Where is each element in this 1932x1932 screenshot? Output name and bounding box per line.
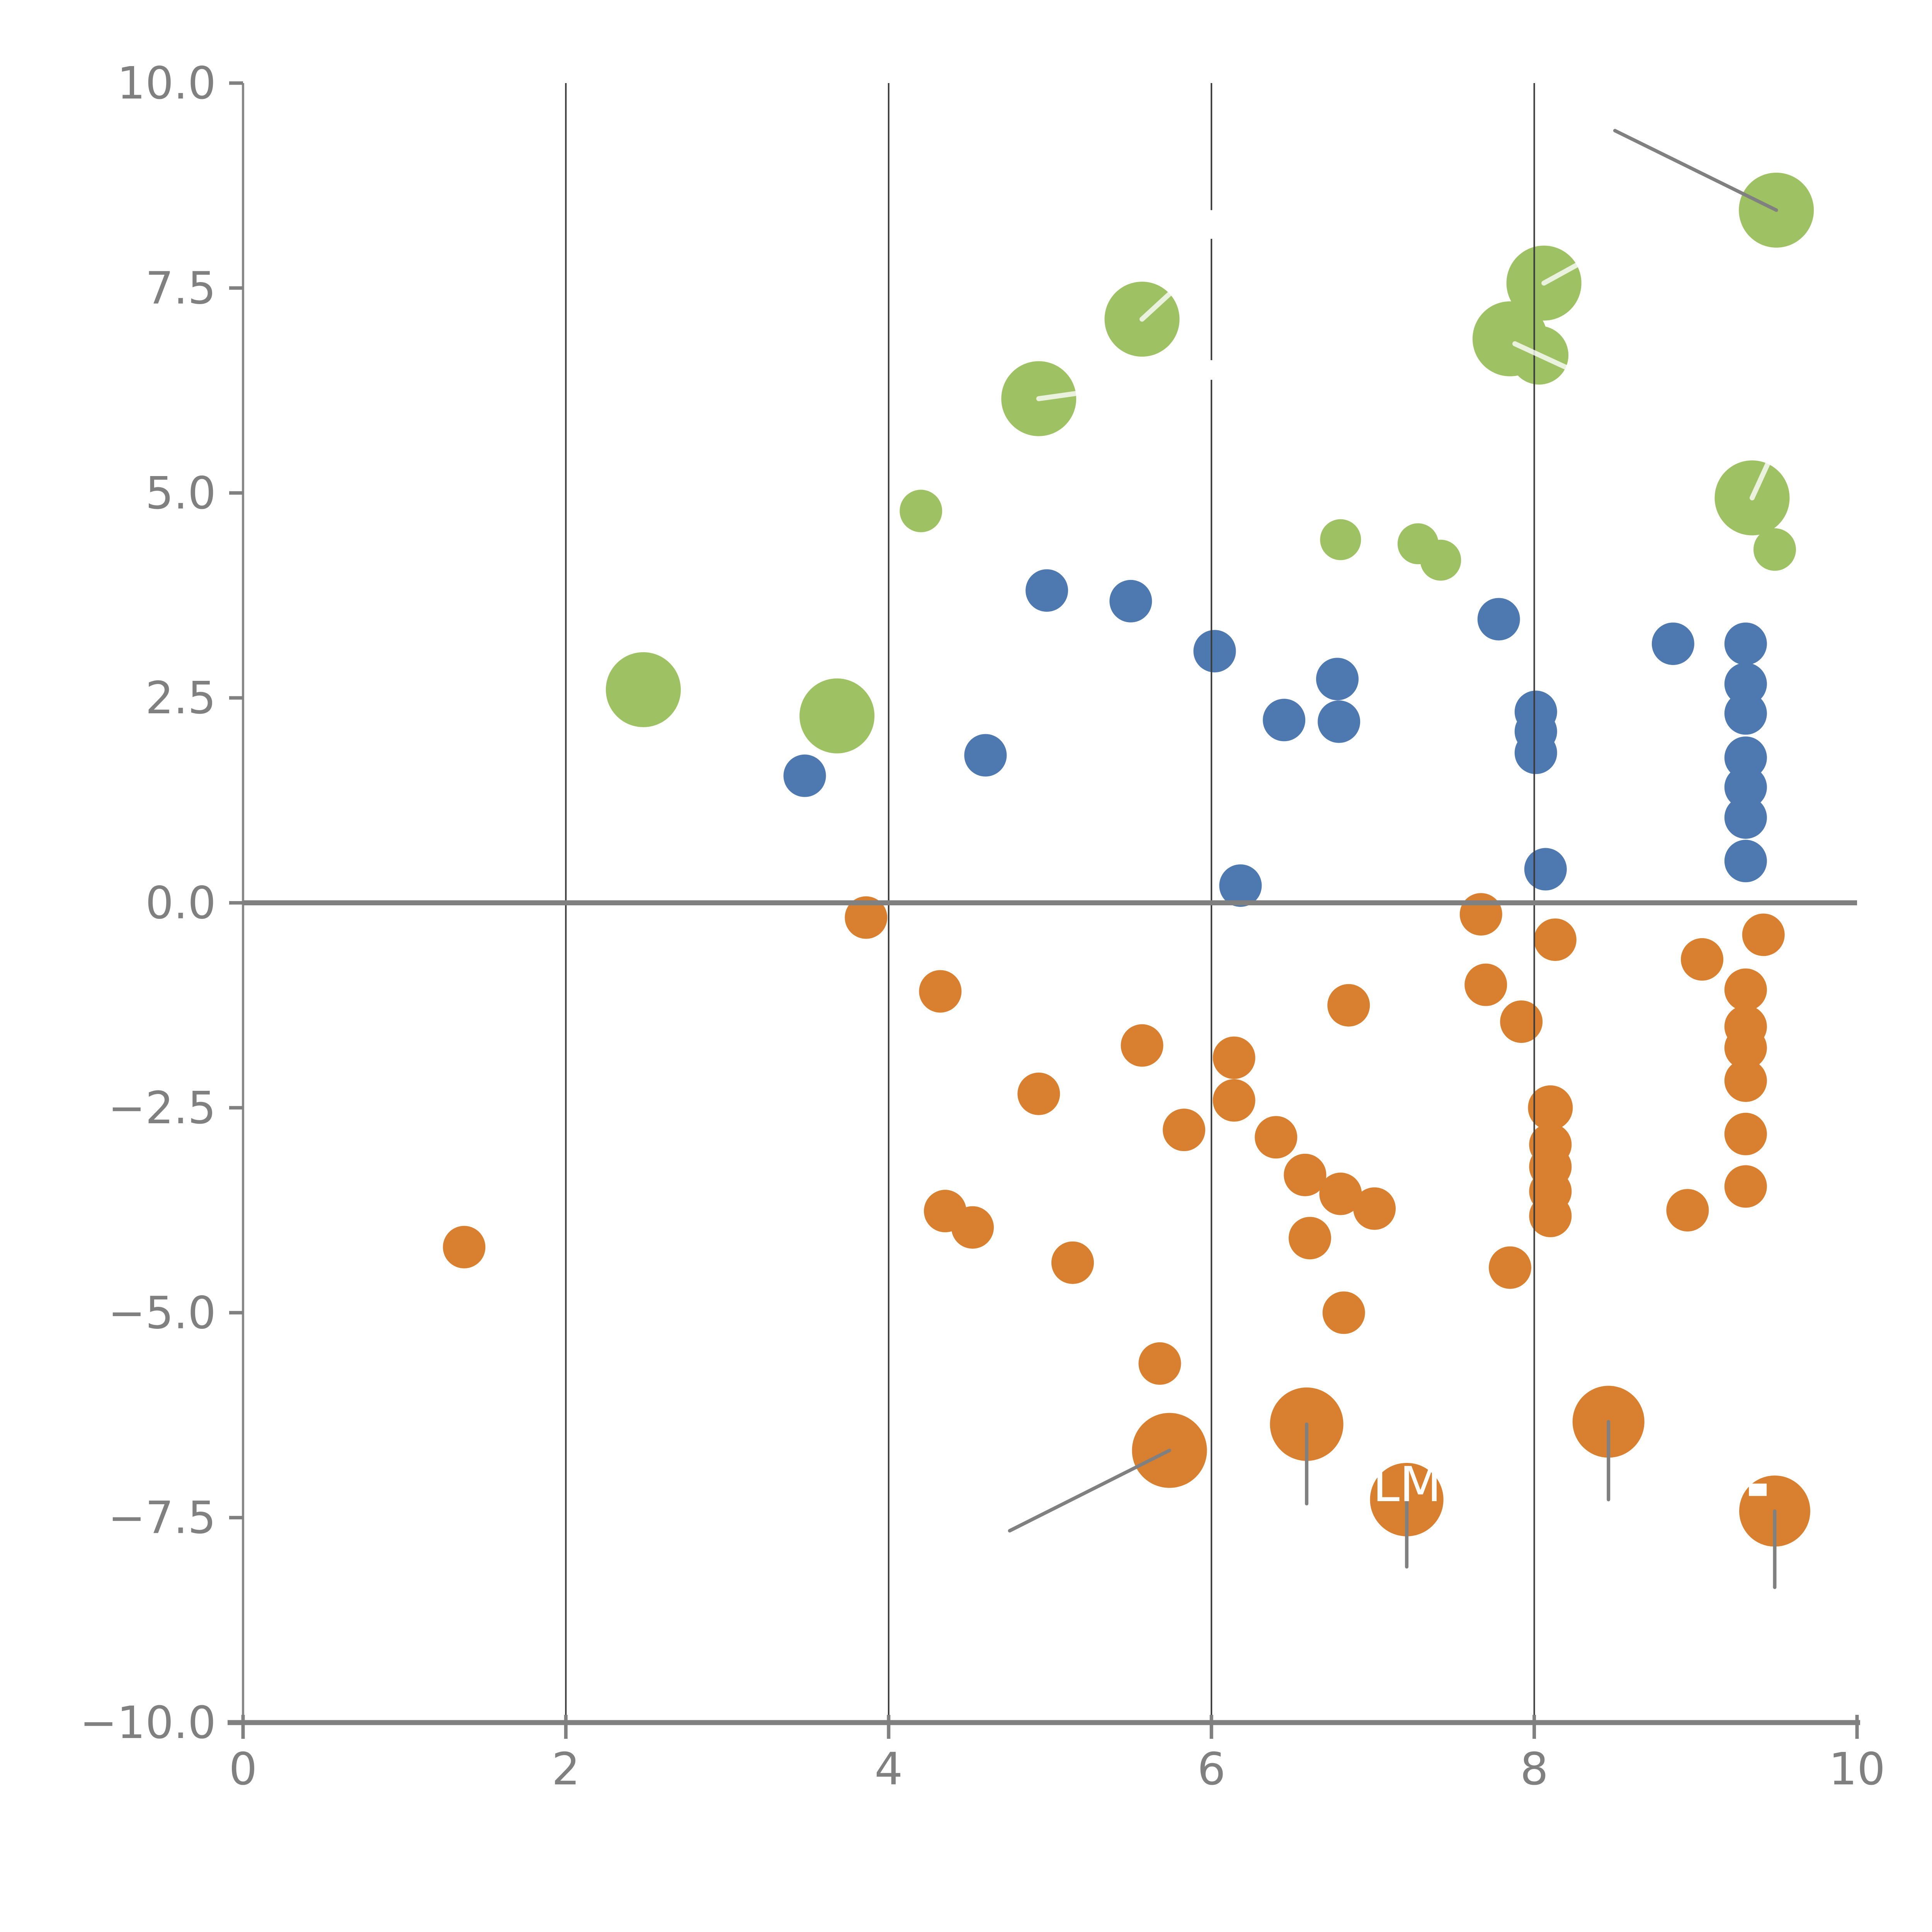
orange-bubble — [919, 970, 962, 1013]
green-bubble — [605, 652, 681, 727]
white-gridline-gap — [1209, 210, 1214, 239]
y-tick-label: 0.0 — [145, 878, 216, 929]
orange-bubble — [1163, 1109, 1206, 1151]
x-tick-label: 2 — [552, 1743, 580, 1795]
orange-bubble — [1724, 1059, 1767, 1102]
y-tick-label: −2.5 — [108, 1082, 216, 1134]
y-tick-label: −5.0 — [108, 1287, 216, 1339]
orange-bubble — [1327, 984, 1370, 1027]
orange-bubble — [1051, 1241, 1094, 1284]
white-text-fragment — [1749, 1483, 1767, 1496]
blue-bubble — [1724, 663, 1767, 706]
y-tick-label: 10.0 — [117, 58, 216, 109]
orange-bubble — [1353, 1187, 1396, 1230]
orange-bubble — [1288, 1217, 1331, 1260]
orange-bubble — [1724, 968, 1767, 1011]
y-tick-label: 7.5 — [145, 262, 216, 314]
x-tick-label: 8 — [1520, 1743, 1548, 1795]
annotation-leader-layer — [1008, 129, 1778, 1589]
blue-bubble — [1514, 731, 1557, 774]
annotation-leader-line — [1008, 1449, 1172, 1533]
orange-bubble — [845, 896, 888, 939]
blue-bubble — [1724, 692, 1767, 735]
x-tick-label: 6 — [1197, 1743, 1226, 1795]
orange-bubble — [1666, 1189, 1709, 1232]
white-leader-on-bubble — [1139, 285, 1179, 322]
orange-bubble — [1724, 1027, 1767, 1070]
orange-bubble — [1213, 1079, 1255, 1122]
x-tick-label: 4 — [874, 1743, 903, 1795]
orange-bubble — [1017, 1072, 1060, 1115]
orange-bubble — [1681, 938, 1724, 981]
blue-bubble — [1724, 622, 1767, 665]
orange-series — [443, 893, 1810, 1547]
green-bubble — [799, 678, 875, 753]
white-leader-on-bubble — [1541, 259, 1585, 286]
blue-bubble — [1724, 796, 1767, 839]
white-leader-on-bubble — [1749, 460, 1771, 500]
x-tick-label: 0 — [229, 1743, 257, 1795]
orange-bubble — [443, 1226, 486, 1269]
orange-bubble — [1319, 1172, 1362, 1215]
orange-bubble — [1459, 893, 1502, 936]
white-gridline-gap — [1209, 360, 1214, 380]
tick-label-layer: 0 2 4 6 8 10 10.0 7.5 5.0 2.5 0.0 −2.5 −5.0 −7.5 −10.0 — [80, 58, 1886, 1795]
blue-bubble — [1724, 766, 1767, 809]
blue-bubble — [1651, 622, 1694, 665]
orange-bubble — [951, 1206, 994, 1249]
blue-bubble — [1524, 848, 1567, 891]
blue-series — [783, 569, 1767, 907]
orange-bubble — [1284, 1153, 1327, 1196]
orange-bubble — [1213, 1036, 1255, 1079]
orange-bubble — [1488, 1246, 1531, 1289]
orange-bubble — [1255, 1116, 1298, 1159]
orange-bubble — [1742, 913, 1785, 956]
bubble-layer — [443, 172, 1814, 1547]
blue-bubble — [1193, 630, 1236, 673]
orange-bubble — [1724, 1165, 1767, 1208]
white-leader-on-bubble — [1036, 387, 1106, 401]
blue-bubble — [1219, 864, 1262, 907]
blue-bubble — [1318, 700, 1361, 743]
orange-bubble — [1500, 1000, 1543, 1043]
orange-bubble — [1322, 1291, 1365, 1334]
blue-bubble — [1263, 699, 1306, 742]
green-bubble — [1420, 539, 1461, 581]
white-label-layer: LMH — [1036, 210, 1771, 1513]
blue-bubble — [1724, 736, 1767, 779]
orange-bubble — [1121, 1024, 1163, 1067]
orange-bubble — [1529, 1194, 1572, 1237]
orange-bubble — [1534, 918, 1577, 961]
y-tick-label: −7.5 — [108, 1492, 216, 1544]
green-bubble — [900, 490, 942, 532]
blue-bubble — [1109, 580, 1152, 622]
blue-bubble — [1026, 569, 1068, 612]
green-bubble — [1753, 528, 1796, 571]
blue-bubble — [964, 734, 1007, 777]
white-bubble-label: LMH — [1373, 1457, 1478, 1513]
blue-bubble — [1724, 840, 1767, 883]
y-tick-label: 2.5 — [145, 672, 216, 724]
blue-bubble — [783, 754, 826, 797]
y-tick-label: 5.0 — [145, 468, 216, 519]
x-tick-label: 10 — [1829, 1743, 1885, 1795]
green-bubble — [1320, 519, 1361, 560]
annotation-leader-line — [1613, 129, 1778, 212]
axis-layer — [228, 81, 1860, 1739]
blue-bubble — [1316, 658, 1359, 701]
orange-bubble — [1724, 1112, 1767, 1155]
orange-bubble — [1138, 1342, 1181, 1385]
white-leader-on-bubble — [1512, 341, 1571, 371]
orange-bubble — [1464, 963, 1507, 1006]
orange-bubble — [1528, 1085, 1573, 1130]
blue-bubble — [1477, 598, 1520, 641]
y-tick-label: −10.0 — [80, 1697, 216, 1749]
